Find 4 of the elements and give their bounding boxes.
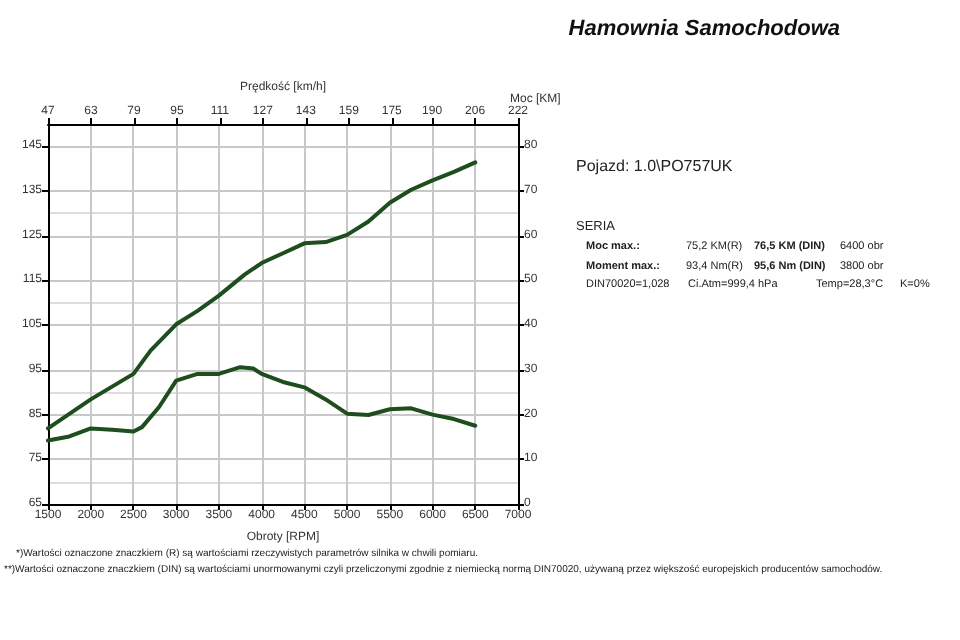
line-series bbox=[46, 160, 478, 431]
line-series bbox=[46, 365, 478, 443]
text: Pojazd: 1.0\PO757UK bbox=[576, 157, 734, 175]
text: Hamownia Samochodowa bbox=[568, 17, 841, 41]
